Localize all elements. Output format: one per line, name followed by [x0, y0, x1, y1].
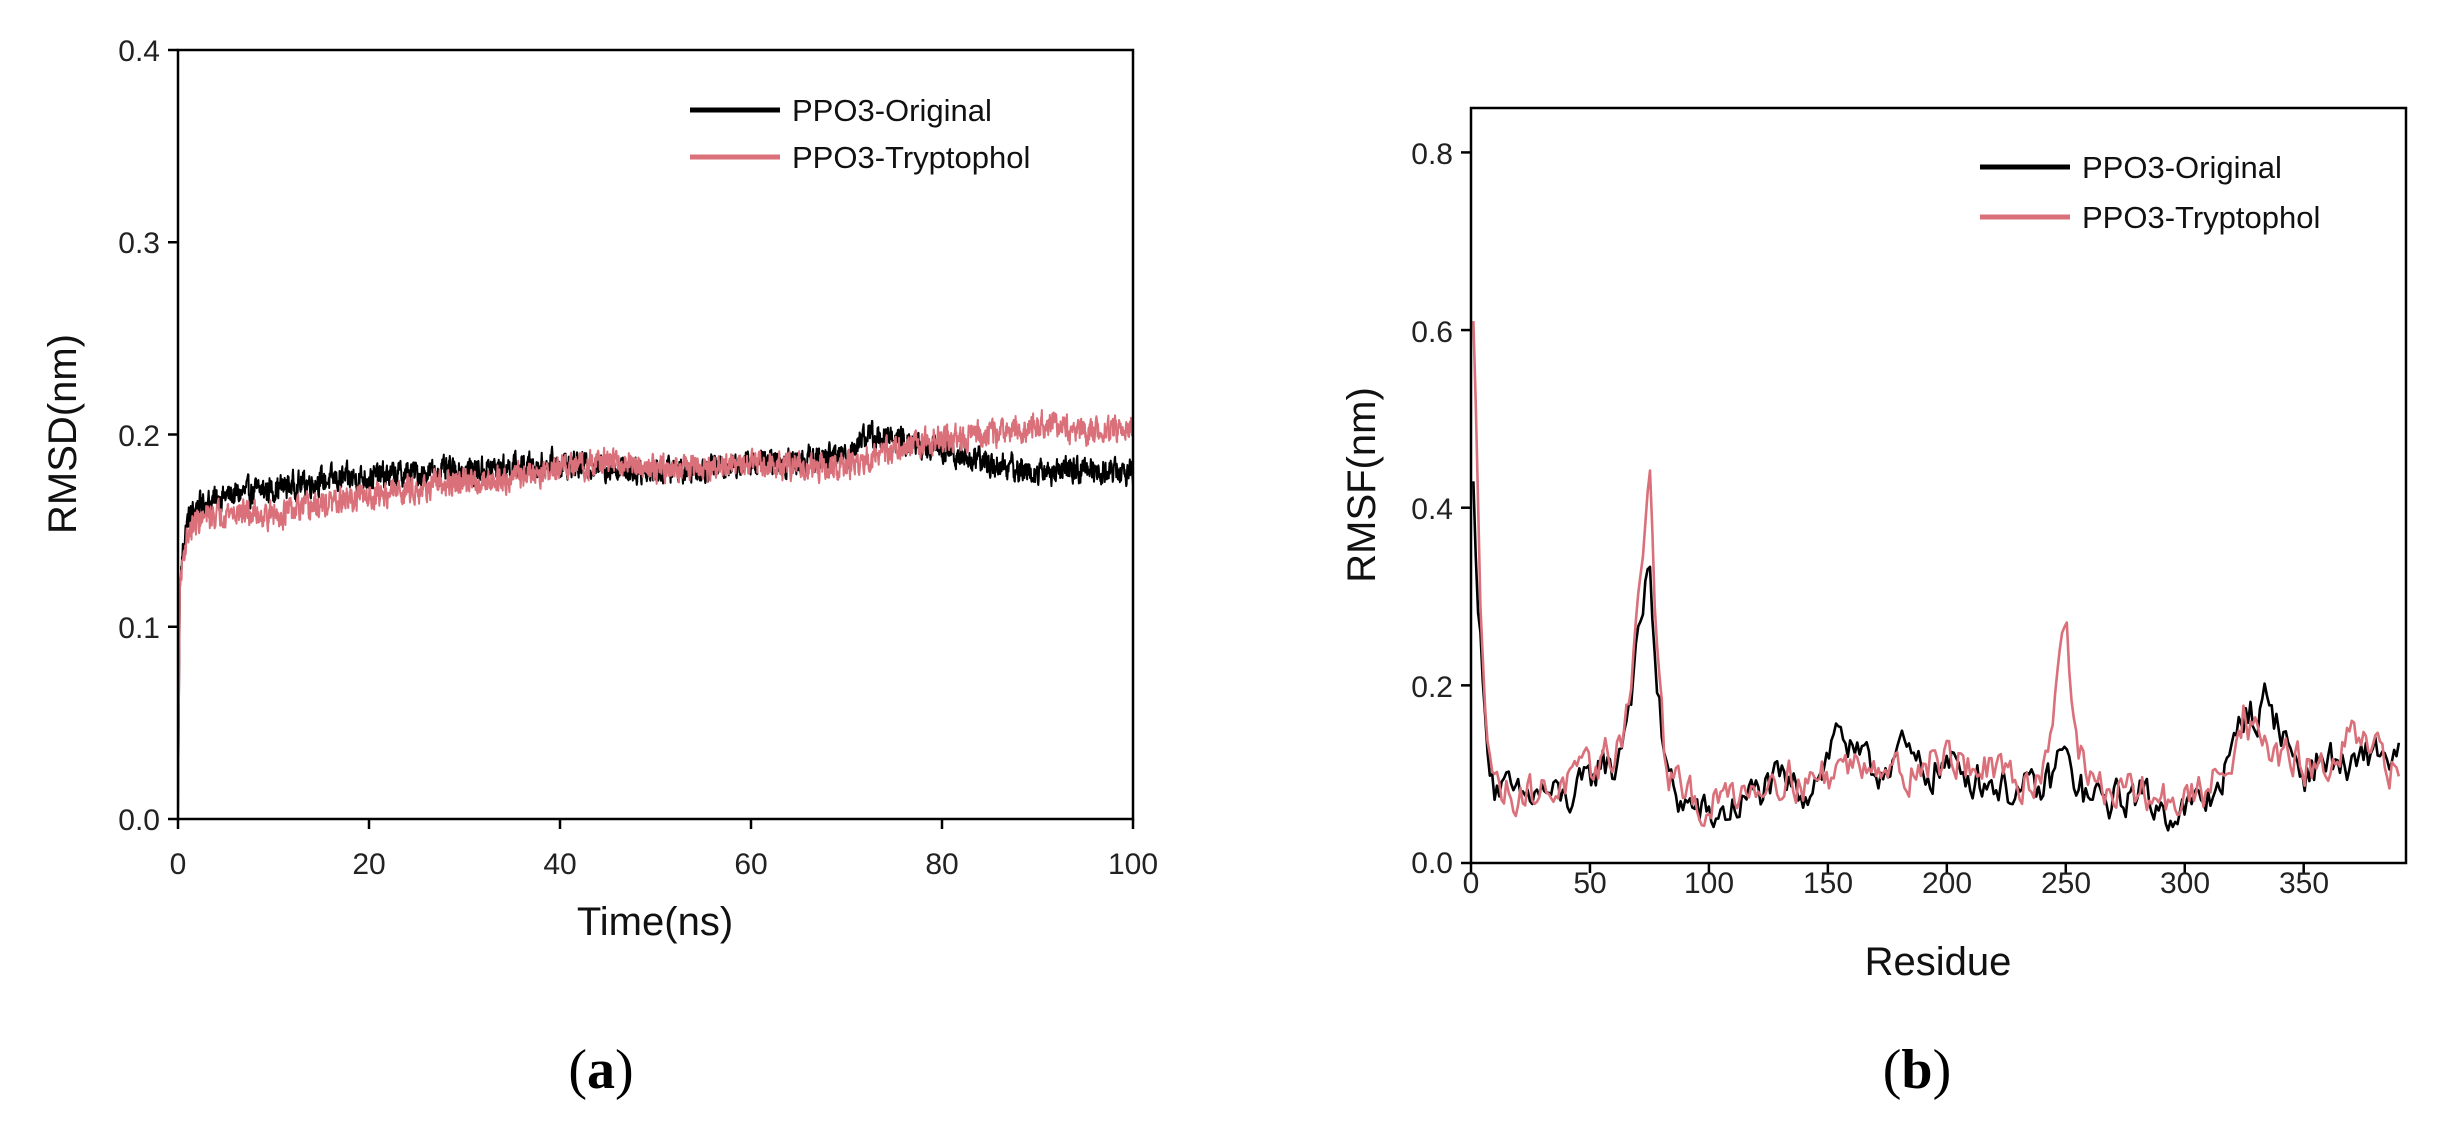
rmsd-ytick-label: 0.4 — [118, 35, 160, 68]
rmsd-ytick-label: 0.2 — [118, 420, 160, 453]
rmsd-ytick-label: 0.3 — [118, 227, 160, 260]
rmsd-xtick-label: 0 — [170, 848, 187, 881]
rmsd-legend-label-tryptophol: PPO3-Tryptophol — [792, 140, 1030, 175]
rmsd-legend: PPO3-Original PPO3-Tryptophol — [690, 93, 1030, 175]
rmsf-ytick-label: 0.4 — [1411, 493, 1453, 526]
rmsd-ticks-layer — [168, 48, 1135, 829]
rmsf-xtick-label: 350 — [2279, 867, 2329, 900]
rmsf-xtick-label: 100 — [1684, 867, 1734, 900]
rmsd-xtick-label: 100 — [1108, 848, 1158, 881]
rmsf-line-tryptophol — [1472, 320, 2401, 828]
rmsf-ytick-label: 0.0 — [1411, 847, 1453, 880]
rmsd-x-axis-label: Time(ns) — [577, 900, 733, 944]
rmsf-ticks-layer — [1461, 151, 2305, 873]
rmsf-y-axis-label: RMSF(nm) — [1340, 387, 1384, 583]
rmsd-y-axis-label: RMSD(nm) — [41, 334, 85, 534]
rmsd-xtick-label: 40 — [543, 848, 576, 881]
rmsd-series-layer — [177, 408, 1134, 820]
rmsd-legend-label-original: PPO3-Original — [792, 93, 992, 128]
rmsf-series-layer — [1472, 320, 2401, 832]
rmsd-xtick-label: 80 — [925, 848, 958, 881]
panel-b-caption: (b) — [1883, 1039, 1951, 1101]
rmsf-panel: 0 50 100 150 200 250 300 350 0.0 0.2 0.4… — [1340, 106, 2408, 1101]
rmsf-xtick-label: 50 — [1573, 867, 1606, 900]
rmsf-plot-frame — [1469, 106, 2408, 865]
rmsd-xtick-label: 20 — [352, 848, 385, 881]
rmsf-xtick-label: 0 — [1463, 867, 1480, 900]
rmsf-xtick-label: 200 — [1922, 867, 1972, 900]
rmsf-ytick-label: 0.2 — [1411, 671, 1453, 704]
rmsf-legend: PPO3-Original PPO3-Tryptophol — [1980, 150, 2320, 235]
rmsf-line-original — [1472, 481, 2401, 832]
rmsf-legend-label-original: PPO3-Original — [2082, 150, 2282, 185]
rmsf-xtick-label: 300 — [2160, 867, 2210, 900]
rmsd-ytick-label: 0.0 — [118, 804, 160, 837]
rmsf-x-axis-label: Residue — [1865, 940, 2012, 984]
rmsd-ytick-label: 0.1 — [118, 612, 160, 645]
rmsd-line-tryptophol — [177, 408, 1134, 820]
rmsf-xtick-label: 150 — [1803, 867, 1853, 900]
rmsf-xtick-label: 250 — [2041, 867, 2091, 900]
panel-a-caption: (a) — [568, 1039, 633, 1101]
rmsd-panel: 0 20 40 60 80 100 0.0 0.1 0.2 0.3 0.4 Ti… — [41, 35, 1158, 1101]
rmsf-ytick-label: 0.6 — [1411, 316, 1453, 349]
rmsf-ytick-label: 0.8 — [1411, 138, 1453, 171]
rmsd-xtick-label: 60 — [734, 848, 767, 881]
rmsf-legend-label-tryptophol: PPO3-Tryptophol — [2082, 200, 2320, 235]
